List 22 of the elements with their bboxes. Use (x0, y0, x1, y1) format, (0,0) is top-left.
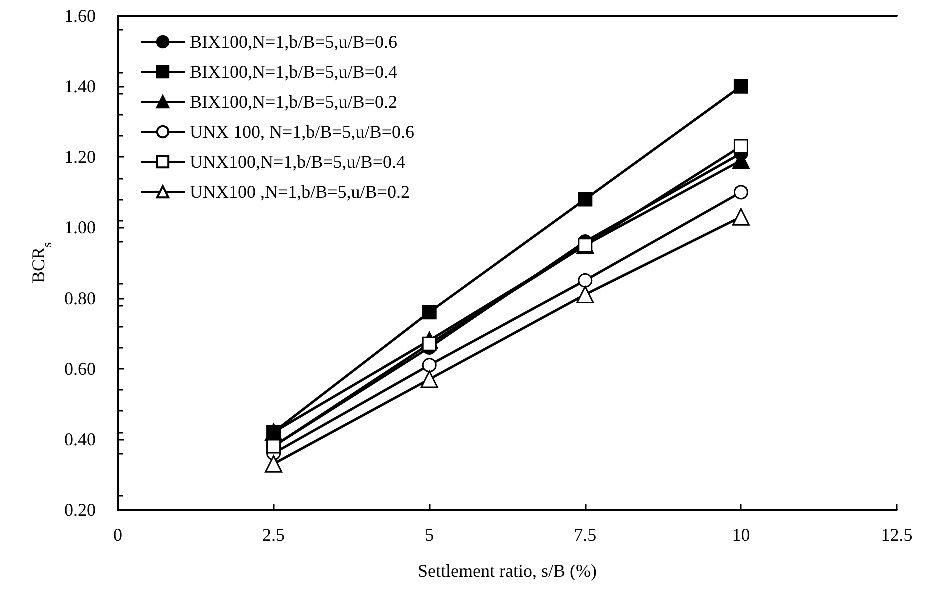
y-tick-label: 0.20 (64, 500, 96, 520)
y-tick-label: 1.40 (64, 76, 96, 97)
y-axis-title: BCRs (28, 242, 55, 284)
x-axis-title: Settlement ratio, s/B (%) (418, 561, 597, 581)
x-tick-label: 10 (732, 525, 750, 545)
y-tick-label: 0.80 (64, 288, 96, 308)
legend-label: UNX100,N=1,b/B=5,u/B=0.4 (190, 152, 406, 172)
x-tick-label: 7.5 (574, 525, 597, 545)
y-tick-label: 0.40 (64, 429, 96, 450)
legend-label: UNX100 ,N=1,b/B=5,u/B=0.2 (190, 182, 410, 202)
legend-label: UNX 100, N=1,b/B=5,u/B=0.6 (190, 122, 414, 142)
legend-label: BIX100,N=1,b/B=5,u/B=0.4 (190, 62, 398, 82)
x-tick-label: 0 (114, 525, 122, 545)
x-tick-label: 5 (425, 525, 434, 545)
y-tick-label: 1.60 (64, 6, 96, 26)
legend-label: BIX100,N=1,b/B=5,u/B=0.6 (190, 32, 398, 52)
y-tick-label: 0.60 (64, 358, 96, 379)
x-tick-label: 2.5 (262, 525, 286, 545)
y-tick-label: 1.00 (64, 218, 96, 238)
y-tick-label: 1.20 (64, 147, 96, 168)
x-tick-label: 12.5 (881, 525, 913, 545)
legend-label: BIX100,N=1,b/B=5,u/B=0.2 (190, 92, 398, 112)
